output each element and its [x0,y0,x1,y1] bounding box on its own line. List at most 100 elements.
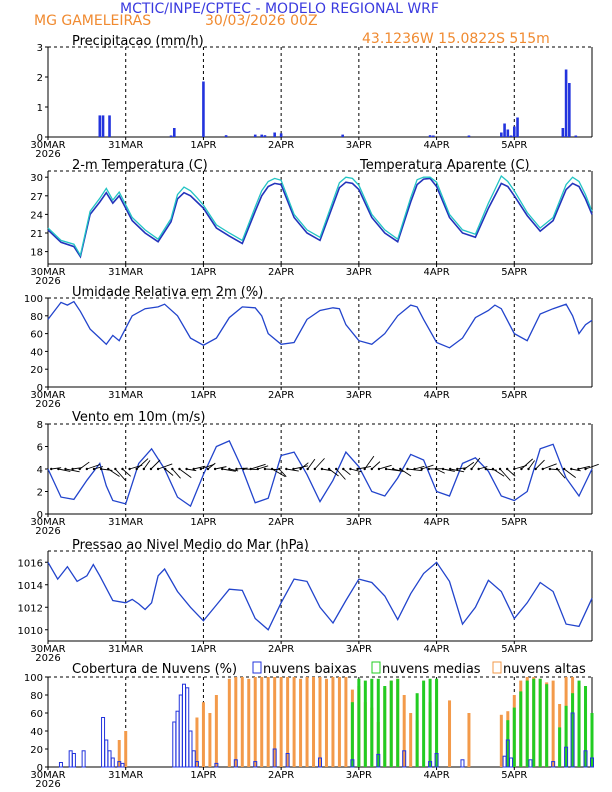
wind-arrow [257,465,269,470]
wind-arrow [335,468,346,480]
precip-bar [172,128,176,137]
precip-bar [503,123,506,137]
clouds-y-tick-label: 40 [30,727,43,738]
legend-low-swatch [252,661,262,674]
cloud-low-bar [253,761,258,768]
wind-arrow-head [349,467,352,471]
cloud-high-bar [286,677,290,767]
wind-arrow [229,468,239,472]
cloud-mid-bar [590,713,594,767]
precip-bar [101,115,105,137]
cloud-low-bar [502,755,507,768]
wind-arrow-head [164,467,167,471]
wind-arrow-head [434,467,438,471]
cloud-low-bar [434,753,439,768]
precip-bar [561,128,565,137]
precip-bar [509,135,513,137]
wind-arrow-head [71,467,74,471]
wind-arrow-head [456,467,459,471]
precip-bar [260,134,264,137]
wind-arrow [478,466,488,470]
temp-x-tick-label: 5APR [501,267,527,278]
wind-arrow-head [85,467,89,471]
cloud-low-bar [172,721,177,768]
cloud-low-bar [68,750,73,768]
wind-x-tick-label: 3APR [346,517,372,528]
cloud-low-bar [58,762,63,768]
wind-arrow [214,466,227,470]
cloud-low-bar [318,757,322,768]
pressure-x-year-label: 2026 [35,653,60,664]
temp-y-tick-label: 27 [30,192,43,203]
cloud-low-bar [570,712,575,768]
precip-bar [564,69,568,137]
cloud-high-bar [195,717,199,767]
precip-x-tick-label: 2APR [268,140,294,151]
cloud-low-bar [107,750,112,768]
wind-arrow [499,468,511,481]
wind-arrow [136,458,149,470]
wind-arrow-head [584,467,587,471]
wind-arrow-head [99,467,103,471]
rh-x-tick-label: 30MAR [30,390,65,401]
rh-x-tick-label: 3APR [346,390,372,401]
cloud-low-bar [428,761,433,768]
precip-bar [574,135,578,137]
wind-arrow-head [420,467,423,471]
cloud-low-bar [285,753,290,768]
wind-arrow [549,468,560,471]
rh-x-year-label: 2026 [35,399,60,410]
rh-x-tick-label: 2APR [268,390,294,401]
wind-arrow-head [221,467,224,471]
rh-x-tick-label: 4APR [423,390,449,401]
pressure-x-tick-label: 31MAR [108,644,143,655]
wind-arrow [293,465,309,470]
cloud-high-bar [279,677,283,767]
humidity-panel-title: Umidade Relativa em 2m (%) [72,285,263,300]
wind-arrow-head [320,467,324,471]
pressure-x-tick-label: 3APR [346,644,372,655]
cloud-low-bar [188,730,193,768]
wind-arrow [435,468,445,474]
wind-arrow [506,468,516,477]
rh-series-line-1 [47,300,593,349]
wind-arrow-head [135,467,138,471]
wind-arrow [250,463,266,470]
pressure-y-tick-label: 1014 [18,581,43,592]
wind-arrow [521,458,534,470]
cloud-mid-bar [357,678,361,767]
precip-y-tick-label: 3 [37,43,43,54]
wind-x-tick-label: 31MAR [108,517,143,528]
clouds-panel-title: Cobertura de Nuvens (%) [72,662,237,677]
cloud-low-bar [583,750,588,768]
cloud-high-bar [305,677,309,767]
cloud-mid-bar [383,686,387,767]
legend-high-label: nuvens altas [503,662,586,677]
wind-arrow [464,461,475,470]
wind-arrow [193,465,206,470]
temp-x-tick-label: 2APR [268,267,294,278]
cloud-high-bar [292,677,296,767]
clouds-y-tick-label: 60 [30,709,43,720]
wind-arrow-head [206,467,210,471]
precip-bar [506,129,510,137]
cloud-low-bar [272,748,277,768]
wind-arrow-head [548,467,552,471]
precip-x-tick-label: 5APR [501,140,527,151]
wind-x-tick-label: 1APR [190,517,216,528]
cloud-low-bar [104,739,109,768]
wind-arrow-head [242,467,245,471]
cloud-high-bar [551,680,555,767]
wind-y-tick-label: 8 [37,420,43,431]
clouds-x-tick-label: 1APR [190,770,216,781]
precip-y-tick-label: 2 [37,73,43,84]
precip-bar [568,83,571,137]
clouds-y-tick-label: 100 [24,673,43,684]
precip-y-tick-label: 0 [37,133,43,144]
precip-bar [202,81,205,137]
temp-x-tick-label: 30MAR [30,267,65,278]
wind-arrow [207,462,216,470]
wind-panel-title: Vento em 10m (m/s) [72,410,205,425]
wind-arrow [393,468,404,472]
